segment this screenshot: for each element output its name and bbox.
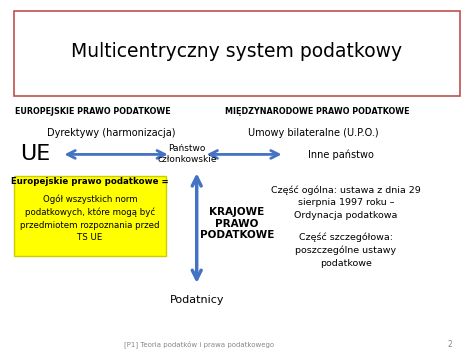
Text: Część ogólna: ustawa z dnia 29
sierpnia 1997 roku –
Ordynacja podatkowa: Część ogólna: ustawa z dnia 29 sierpnia … (271, 185, 421, 220)
Text: [P1] Teoria podatków i prawa podatkowego: [P1] Teoria podatków i prawa podatkowego (124, 340, 274, 348)
Text: Ogół wszystkich norm
podatkowych, które mogą być
przedmiotem rozpoznania przed
T: Ogół wszystkich norm podatkowych, które … (20, 195, 160, 242)
Text: 2: 2 (448, 340, 453, 349)
FancyBboxPatch shape (14, 176, 166, 256)
Text: UE: UE (20, 144, 51, 164)
Text: Inne państwo: Inne państwo (308, 149, 374, 160)
FancyBboxPatch shape (14, 11, 460, 96)
Text: Państwo
członkowskie: Państwo członkowskie (157, 144, 217, 164)
Text: Multicentryczny system podatkowy: Multicentryczny system podatkowy (72, 42, 402, 61)
Text: Umowy bilateralne (U.P.O.): Umowy bilateralne (U.P.O.) (247, 128, 378, 138)
Text: KRAJOWE
PRAWO
PODATKOWE: KRAJOWE PRAWO PODATKOWE (200, 207, 274, 240)
Text: Część szczegółowa:
poszczególne ustawy
podatkowe: Część szczegółowa: poszczególne ustawy p… (295, 233, 397, 268)
Text: MIĘDZYNARODOWE PRAWO PODATKOWE: MIĘDZYNARODOWE PRAWO PODATKOWE (225, 107, 410, 116)
Text: EUROPEJSKIE PRAWO PODATKOWE: EUROPEJSKIE PRAWO PODATKOWE (15, 107, 170, 116)
Text: Dyrektywy (harmonizacja): Dyrektywy (harmonizacja) (47, 128, 176, 138)
Text: Europejskie prawo podatkowe =: Europejskie prawo podatkowe = (11, 177, 169, 186)
Text: Podatnicy: Podatnicy (170, 295, 224, 305)
